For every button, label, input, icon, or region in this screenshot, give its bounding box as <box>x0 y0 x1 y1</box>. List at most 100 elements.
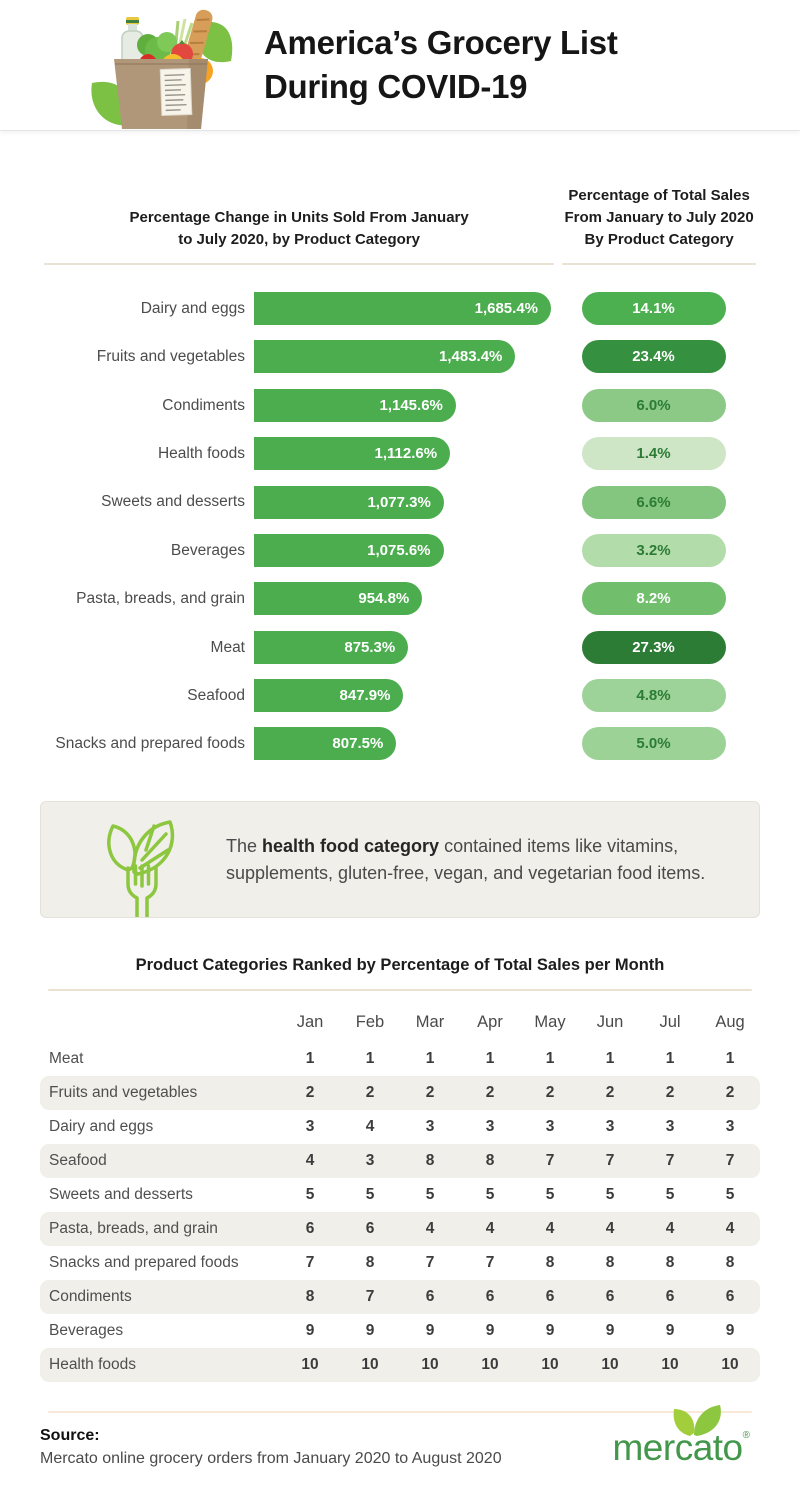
table-row: Health foods 10 10 10 10 10 10 10 10 <box>40 1348 760 1383</box>
table-row: Condiments 8 7 6 6 6 6 6 6 <box>40 1280 760 1315</box>
rank-value: 4 <box>485 1220 495 1238</box>
row-label: Health foods <box>49 1356 137 1374</box>
row-label: Meat <box>49 1050 84 1068</box>
rank-value: 3 <box>365 1152 375 1170</box>
rank-value: 6 <box>605 1288 615 1306</box>
rank-value: 5 <box>425 1186 435 1204</box>
rank-value: 3 <box>545 1118 555 1136</box>
rank-table: Jan Feb Mar Apr May Jun Jul Aug Meat 1 1 1 1 1 1 1 1 Fru… <box>40 1005 760 1383</box>
units-change-bar: 1,685.4% <box>254 291 551 325</box>
sales-share-pill: 23.4% <box>581 340 726 374</box>
rank-value: 1 <box>365 1050 375 1068</box>
pill-zone: 6.0% <box>551 388 756 422</box>
chart-row: Dairy and eggs 1,685.4% 14.1% <box>44 284 756 332</box>
units-change-bar: 1,483.4% <box>254 340 516 374</box>
rank-value: 8 <box>425 1152 435 1170</box>
chart-row: Snacks and prepared foods 807.5% 5.0% <box>44 720 756 768</box>
table-row: Pasta, breads, and grain 6 6 4 4 4 4 4 4 <box>40 1212 760 1247</box>
sales-share-pill: 5.0% <box>581 727 726 761</box>
rank-table-header: Jan Feb Mar Apr May Jun Jul Aug <box>40 1005 760 1039</box>
rank-value: 4 <box>545 1220 555 1238</box>
chart-row: Beverages 1,075.6% 3.2% <box>44 526 756 574</box>
note-bold: health food category <box>262 835 440 856</box>
row-label: Condiments <box>49 1288 132 1306</box>
units-change-bar: 807.5% <box>254 727 397 761</box>
rank-value: 7 <box>725 1152 735 1170</box>
rank-value: 6 <box>725 1288 735 1306</box>
rank-table-title: Product Categories Ranked by Percentage … <box>135 956 665 975</box>
rank-value: 9 <box>605 1322 615 1340</box>
tomato-stem <box>179 39 185 44</box>
units-change-bar: 1,112.6% <box>254 437 451 471</box>
table-row: Fruits and vegetables 2 2 2 2 2 2 2 2 <box>40 1076 760 1111</box>
rank-value: 3 <box>305 1118 315 1136</box>
fork-leaf-icon <box>107 820 175 918</box>
pill-zone: 8.2% <box>551 582 756 616</box>
sales-share-pill: 27.3% <box>581 630 726 664</box>
units-change-bar: 1,077.3% <box>254 485 444 519</box>
rank-value: 5 <box>545 1186 555 1204</box>
rank-value: 4 <box>605 1220 615 1238</box>
category-label: Dairy and eggs <box>140 299 245 317</box>
rank-value: 9 <box>725 1322 735 1340</box>
rank-value: 4 <box>725 1220 735 1238</box>
divider <box>562 263 756 266</box>
rank-value: 9 <box>545 1322 555 1340</box>
logo-leaf-icon <box>673 1405 721 1437</box>
bar-track: 1,075.6% <box>254 533 551 567</box>
table-row: Dairy and eggs 3 4 3 3 3 3 3 3 <box>40 1110 760 1144</box>
rank-value: 8 <box>545 1254 555 1272</box>
rank-value: 5 <box>305 1186 315 1204</box>
rank-value: 4 <box>365 1118 375 1136</box>
rank-value: 9 <box>665 1322 675 1340</box>
category-label: Seafood <box>187 687 245 705</box>
chart-row: Sweets and desserts 1,077.3% 6.6% <box>44 478 756 526</box>
month-header: May <box>534 1012 566 1031</box>
chart-row: Seafood 847.9% 4.8% <box>44 671 756 719</box>
bar-value-label: 1,075.6% <box>367 541 431 559</box>
bar-value-label: 1,077.3% <box>367 493 431 511</box>
bar-track: 807.5% <box>254 727 551 761</box>
row-label: Pasta, breads, and grain <box>49 1220 218 1238</box>
table-row: Seafood 4 3 8 8 7 7 7 7 <box>40 1144 760 1179</box>
units-chart-title: Percentage Change in Units Sold From Jan… <box>129 208 469 248</box>
rank-value: 1 <box>545 1050 555 1068</box>
pill-zone: 14.1% <box>551 291 756 325</box>
divider <box>44 263 555 266</box>
logo-text: mercato <box>612 1427 743 1469</box>
bar-value-label: 807.5% <box>332 735 384 753</box>
rank-value: 6 <box>485 1288 495 1306</box>
row-label: Fruits and vegetables <box>49 1084 198 1102</box>
sales-share-pill: 8.2% <box>581 582 726 616</box>
grocery-list-note <box>159 67 193 116</box>
chart-row: Fruits and vegetables 1,483.4% 23.4% <box>44 333 756 381</box>
category-label: Snacks and prepared foods <box>55 735 245 753</box>
table-row: Sweets and desserts 5 5 5 5 5 5 5 5 <box>40 1178 760 1212</box>
rank-value: 6 <box>545 1288 555 1306</box>
units-chart-header: Percentage Change in Units Sold From Jan… <box>44 207 555 266</box>
bar-track: 954.8% <box>254 582 551 616</box>
footer: Source: Mercato online grocery orders fr… <box>40 1405 760 1469</box>
rank-value: 1 <box>665 1050 675 1068</box>
rank-value: 4 <box>425 1220 435 1238</box>
category-label: Beverages <box>170 541 245 559</box>
units-change-bar: 847.9% <box>254 679 404 713</box>
row-label: Seafood <box>49 1152 107 1170</box>
sales-share-pill: 1.4% <box>581 437 726 471</box>
rank-value: 2 <box>425 1084 435 1102</box>
sales-share-pill: 6.6% <box>581 485 726 519</box>
bar-track: 1,145.6% <box>254 388 551 422</box>
bar-value-label: 1,685.4% <box>474 299 538 317</box>
rank-value: 10 <box>541 1356 559 1374</box>
row-label: Sweets and desserts <box>49 1186 193 1204</box>
bar-track: 847.9% <box>254 679 551 713</box>
rank-value: 2 <box>545 1084 555 1102</box>
sales-share-pill: 3.2% <box>581 533 726 567</box>
rank-value: 10 <box>661 1356 679 1374</box>
category-label: Sweets and desserts <box>101 493 245 511</box>
source-text: Mercato online grocery orders from Janua… <box>40 1450 502 1468</box>
rank-value: 8 <box>365 1254 375 1272</box>
note-suffix: contained items like vitamins, supplemen… <box>226 835 706 883</box>
pill-zone: 3.2% <box>551 533 756 567</box>
category-label: Health foods <box>157 445 245 463</box>
